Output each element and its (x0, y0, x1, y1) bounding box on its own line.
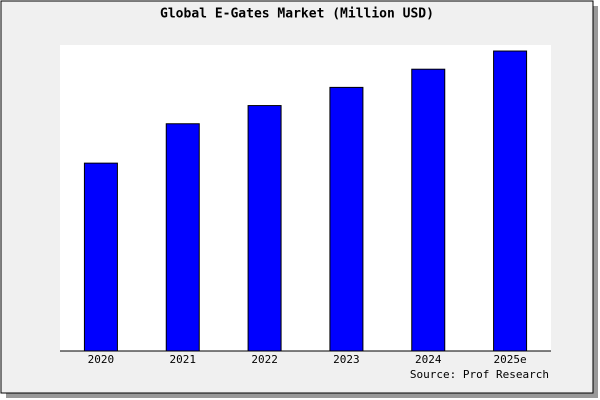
bar (165, 123, 200, 352)
bar (329, 86, 364, 352)
x-tick-label: 2024 (415, 353, 442, 366)
bar (493, 50, 528, 352)
bar (247, 105, 282, 352)
x-tick-label: 2021 (170, 353, 197, 366)
x-tick-label: 2025e (494, 353, 527, 366)
source-note: Source: Prof Research (410, 368, 549, 381)
x-tick-label: 2022 (251, 353, 278, 366)
x-tick-label: 2023 (333, 353, 360, 366)
bar (83, 162, 118, 352)
plot-area (60, 45, 551, 351)
chart-title: Global E-Gates Market (Million USD) (160, 7, 434, 22)
bar (411, 68, 446, 352)
x-tick-label: 2020 (88, 353, 115, 366)
